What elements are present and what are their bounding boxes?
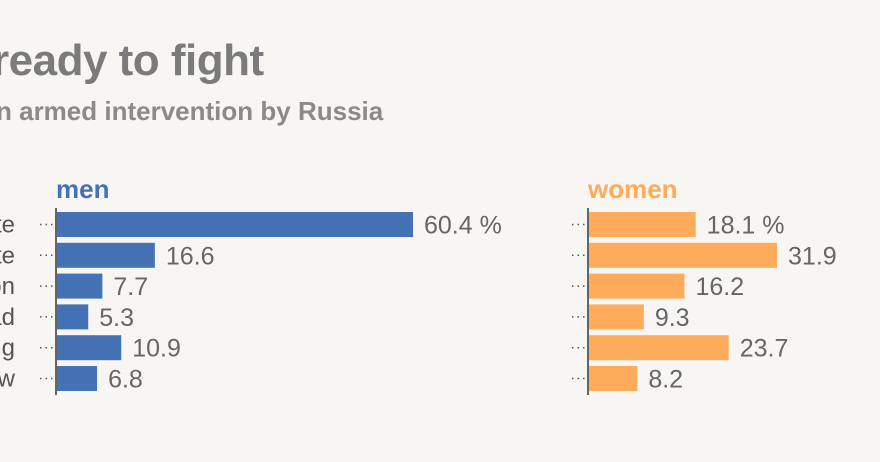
category-label: w xyxy=(0,366,16,393)
bar-women xyxy=(589,242,778,268)
category-label: te xyxy=(0,242,15,269)
data-label-women: 16.2 xyxy=(695,273,744,301)
bar-men xyxy=(57,304,89,330)
data-label-men: 5.3 xyxy=(99,304,134,332)
data-label-women: 9.3 xyxy=(655,304,690,332)
chart-subtitle: n armed intervention by Russia xyxy=(0,96,384,126)
bar-men xyxy=(57,273,103,299)
data-label-women: 23.7 xyxy=(740,335,789,363)
bar-men xyxy=(57,366,98,391)
bar-women xyxy=(589,273,685,299)
data-label-women: 18.1 % xyxy=(707,212,785,240)
series-label-men: men xyxy=(56,174,109,204)
bar-men xyxy=(57,335,122,361)
bar-women xyxy=(589,304,644,330)
data-label-men: 7.7 xyxy=(113,273,148,301)
category-label: on xyxy=(0,273,15,300)
series-label-women: women xyxy=(587,174,678,204)
bar-men xyxy=(57,242,155,268)
data-label-men: 60.4 % xyxy=(424,212,502,240)
category-label: ng xyxy=(0,335,15,362)
data-label-women: 8.2 xyxy=(648,366,683,394)
bar-women xyxy=(589,366,638,391)
data-label-women: 31.9 xyxy=(788,242,837,270)
data-label-men: 6.8 xyxy=(108,366,143,394)
category-label: te xyxy=(0,212,15,239)
chart-title: ready to fight xyxy=(0,36,264,85)
category-label: ad xyxy=(0,304,15,331)
bar-men xyxy=(57,212,413,237)
bar-women xyxy=(589,212,696,237)
bar-women xyxy=(589,335,729,361)
data-label-men: 10.9 xyxy=(132,335,181,363)
data-label-men: 16.6 xyxy=(166,242,215,270)
